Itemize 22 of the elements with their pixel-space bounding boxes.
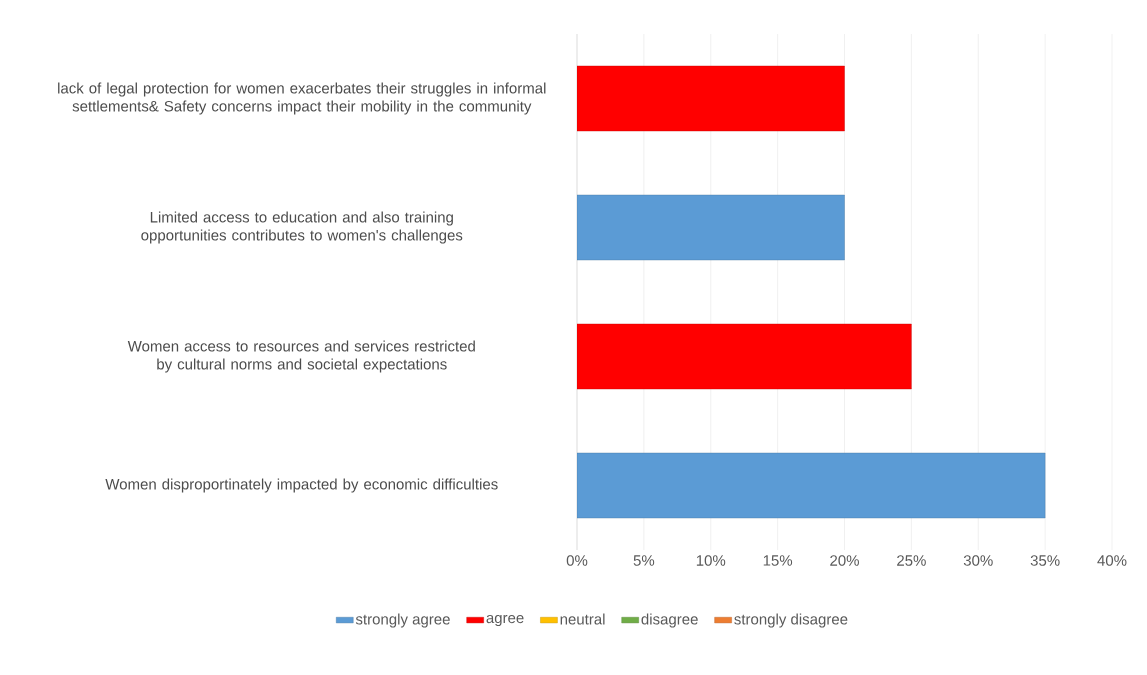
bar bbox=[577, 65, 845, 132]
bar bbox=[577, 323, 912, 390]
legend-label: strongly disagree bbox=[734, 613, 848, 628]
bar bbox=[577, 452, 1046, 519]
x-tick-label: 5% bbox=[633, 555, 655, 566]
legend-label: disagree bbox=[641, 613, 698, 628]
y-tick-label: Women disproportinately impacted by economic difficulties bbox=[105, 478, 498, 493]
legend-label: strongly agree bbox=[355, 613, 450, 628]
y-tick-label: Limited access to education and also training opportunities contributes to women's challenges bbox=[141, 211, 463, 244]
x-tick-label: 0% bbox=[566, 555, 588, 566]
y-tick-label: lack of legal protection for women exacerbates their struggles in informal settlements& Safety concerns impact their mobility in the community bbox=[58, 82, 546, 115]
x-tick-label: 40% bbox=[1097, 555, 1127, 566]
x-tick-label: 35% bbox=[1030, 555, 1060, 566]
x-tick-label: 20% bbox=[830, 555, 859, 566]
legend-label: agree bbox=[486, 614, 524, 627]
y-tick-label: Women access to resources and services restricted by cultural norms and societal expectations bbox=[127, 340, 475, 373]
legend-label: neutral bbox=[560, 613, 605, 625]
x-tick-label: 10% bbox=[696, 555, 726, 566]
bar bbox=[577, 194, 845, 261]
x-tick-label: 15% bbox=[763, 555, 793, 566]
x-tick-label: 25% bbox=[897, 555, 926, 566]
x-tick-label: 30% bbox=[963, 555, 993, 566]
